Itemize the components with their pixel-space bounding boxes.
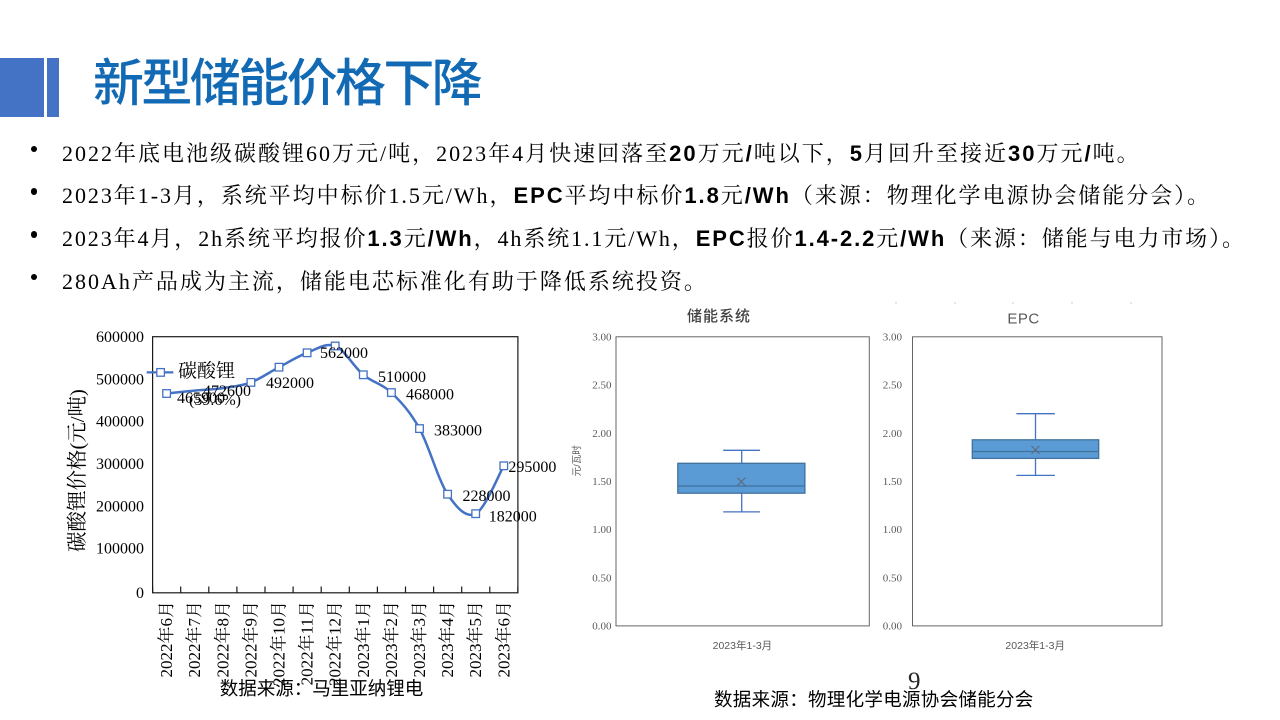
svg-text:2.50: 2.50 <box>883 380 903 392</box>
svg-text:182000: 182000 <box>489 508 537 525</box>
svg-text:492000: 492000 <box>266 375 314 392</box>
svg-text:2023年3月: 2023年3月 <box>409 601 429 678</box>
svg-text:数据来源：马里亚纳锂电: 数据来源：马里亚纳锂电 <box>220 678 424 699</box>
svg-text:510000: 510000 <box>378 369 426 386</box>
svg-text:2.00: 2.00 <box>592 428 612 440</box>
svg-text:3.00: 3.00 <box>883 332 903 344</box>
svg-text:0.00: 0.00 <box>592 621 612 633</box>
svg-text:碳酸锂: 碳酸锂 <box>178 360 235 382</box>
svg-text:2022年7月: 2022年7月 <box>184 601 204 678</box>
svg-text:2022年8月: 2022年8月 <box>212 601 232 678</box>
svg-text:2023年1-3月: 2023年1-3月 <box>713 639 773 652</box>
svg-text:400000: 400000 <box>96 414 144 431</box>
svg-text:(59.6%): (59.6%) <box>189 392 241 409</box>
svg-text:碳酸锂价格(元/吨): 碳酸锂价格(元/吨) <box>66 389 89 552</box>
svg-text:0.50: 0.50 <box>883 572 903 584</box>
svg-text:300000: 300000 <box>96 456 144 473</box>
svg-text:465900: 465900 <box>177 390 225 407</box>
svg-text:2022年12月: 2022年12月 <box>325 601 345 686</box>
svg-text:0.50: 0.50 <box>592 572 612 584</box>
svg-text:2023年1月: 2023年1月 <box>353 601 373 678</box>
svg-text:2023年6月: 2023年6月 <box>493 601 513 678</box>
svg-text:2022年10月: 2022年10月 <box>269 601 289 686</box>
svg-text:500000: 500000 <box>96 371 144 388</box>
svg-text:2023年4月: 2023年4月 <box>437 601 457 678</box>
svg-text:1.00: 1.00 <box>883 524 903 536</box>
svg-text:200000: 200000 <box>96 498 144 515</box>
svg-text:1.50: 1.50 <box>592 476 612 488</box>
svg-text:EPC: EPC <box>1007 311 1039 328</box>
svg-text:472600: 472600 <box>203 383 251 400</box>
svg-text:0.00: 0.00 <box>883 621 903 633</box>
svg-text:0: 0 <box>136 585 144 602</box>
svg-text:2022年6月: 2022年6月 <box>156 601 176 678</box>
svg-text:228000: 228000 <box>463 488 511 505</box>
svg-text:1.50: 1.50 <box>883 476 903 488</box>
svg-text:2022年11月: 2022年11月 <box>297 601 317 685</box>
svg-text:2.50: 2.50 <box>592 380 612 392</box>
svg-text:468000: 468000 <box>406 387 454 404</box>
svg-text:储能系统: 储能系统 <box>687 307 751 325</box>
svg-text:2023年5月: 2023年5月 <box>465 601 485 678</box>
svg-text:元/瓦时: 元/瓦时 <box>571 445 583 477</box>
svg-text:1.00: 1.00 <box>592 524 612 536</box>
svg-text:2023年2月: 2023年2月 <box>381 601 401 678</box>
svg-text:2023年1-3月: 2023年1-3月 <box>1005 639 1065 652</box>
svg-text:100000: 100000 <box>96 541 144 558</box>
svg-text:3.00: 3.00 <box>592 332 612 344</box>
svg-text:295000: 295000 <box>508 459 556 476</box>
svg-text:562000: 562000 <box>320 345 368 362</box>
svg-text:2.00: 2.00 <box>883 428 903 440</box>
svg-text:383000: 383000 <box>434 423 482 440</box>
svg-text:600000: 600000 <box>96 329 144 346</box>
svg-text:2022年9月: 2022年9月 <box>240 601 260 678</box>
